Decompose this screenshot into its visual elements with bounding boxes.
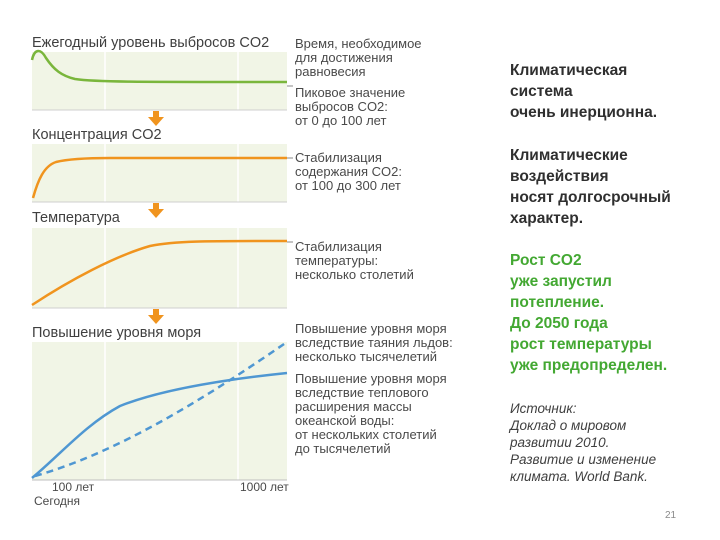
page-number: 21 xyxy=(665,510,677,521)
sea-level-thermal-note: Повышение уровня моря вследствие теплово… xyxy=(295,371,447,456)
sea-level-thermal-curve xyxy=(31,371,288,479)
down-arrow-3 xyxy=(148,309,164,324)
panel-title-sea-level: Повышение уровня моря xyxy=(32,325,202,341)
panel-title-temperature: Температура xyxy=(32,210,120,226)
tick-label-100-years: 100 лет xyxy=(52,480,95,494)
panel-title-emissions: Ежегодный уровень выбросов CO2 xyxy=(32,35,270,51)
concentration-curve xyxy=(31,156,287,199)
sidebar-long-term-text: Климатические воздействия носят долгосро… xyxy=(510,147,671,227)
sidebar-source-text: Источник: Доклад о мировом развитии 2010… xyxy=(510,401,657,484)
panel-bg-concentration xyxy=(32,144,287,202)
temperature-stabilization-note: Стабилизация температуры: несколько стол… xyxy=(295,239,414,282)
emissions-curve xyxy=(30,49,288,84)
sidebar-inertia-text: Климатическая система очень инерционна. xyxy=(510,62,658,121)
sea-level-ice-note: Повышение уровня моря вследствие таяния … xyxy=(295,321,453,364)
panel-bg-sealevel xyxy=(32,342,287,480)
temperature-curve xyxy=(31,239,288,307)
down-arrow-1 xyxy=(148,111,164,126)
today-label: Сегодня xyxy=(34,494,80,508)
peak-emissions-note: Пиковое значение выбросов CO2: от 0 до 1… xyxy=(295,85,406,128)
down-arrow-2 xyxy=(148,203,164,218)
co2-stabilization-note: Стабилизация содержания CO2: от 100 до 3… xyxy=(295,150,402,193)
sidebar-warming-text: Рост CO2 уже запустил потепление. До 205… xyxy=(510,252,668,374)
tick-label-1000-years: 1000 лет xyxy=(240,480,289,494)
time-to-equilibrium-header: Время, необходимое для достижения равнов… xyxy=(295,36,422,79)
panel-title-concentration: Концентрация CO2 xyxy=(32,127,162,143)
